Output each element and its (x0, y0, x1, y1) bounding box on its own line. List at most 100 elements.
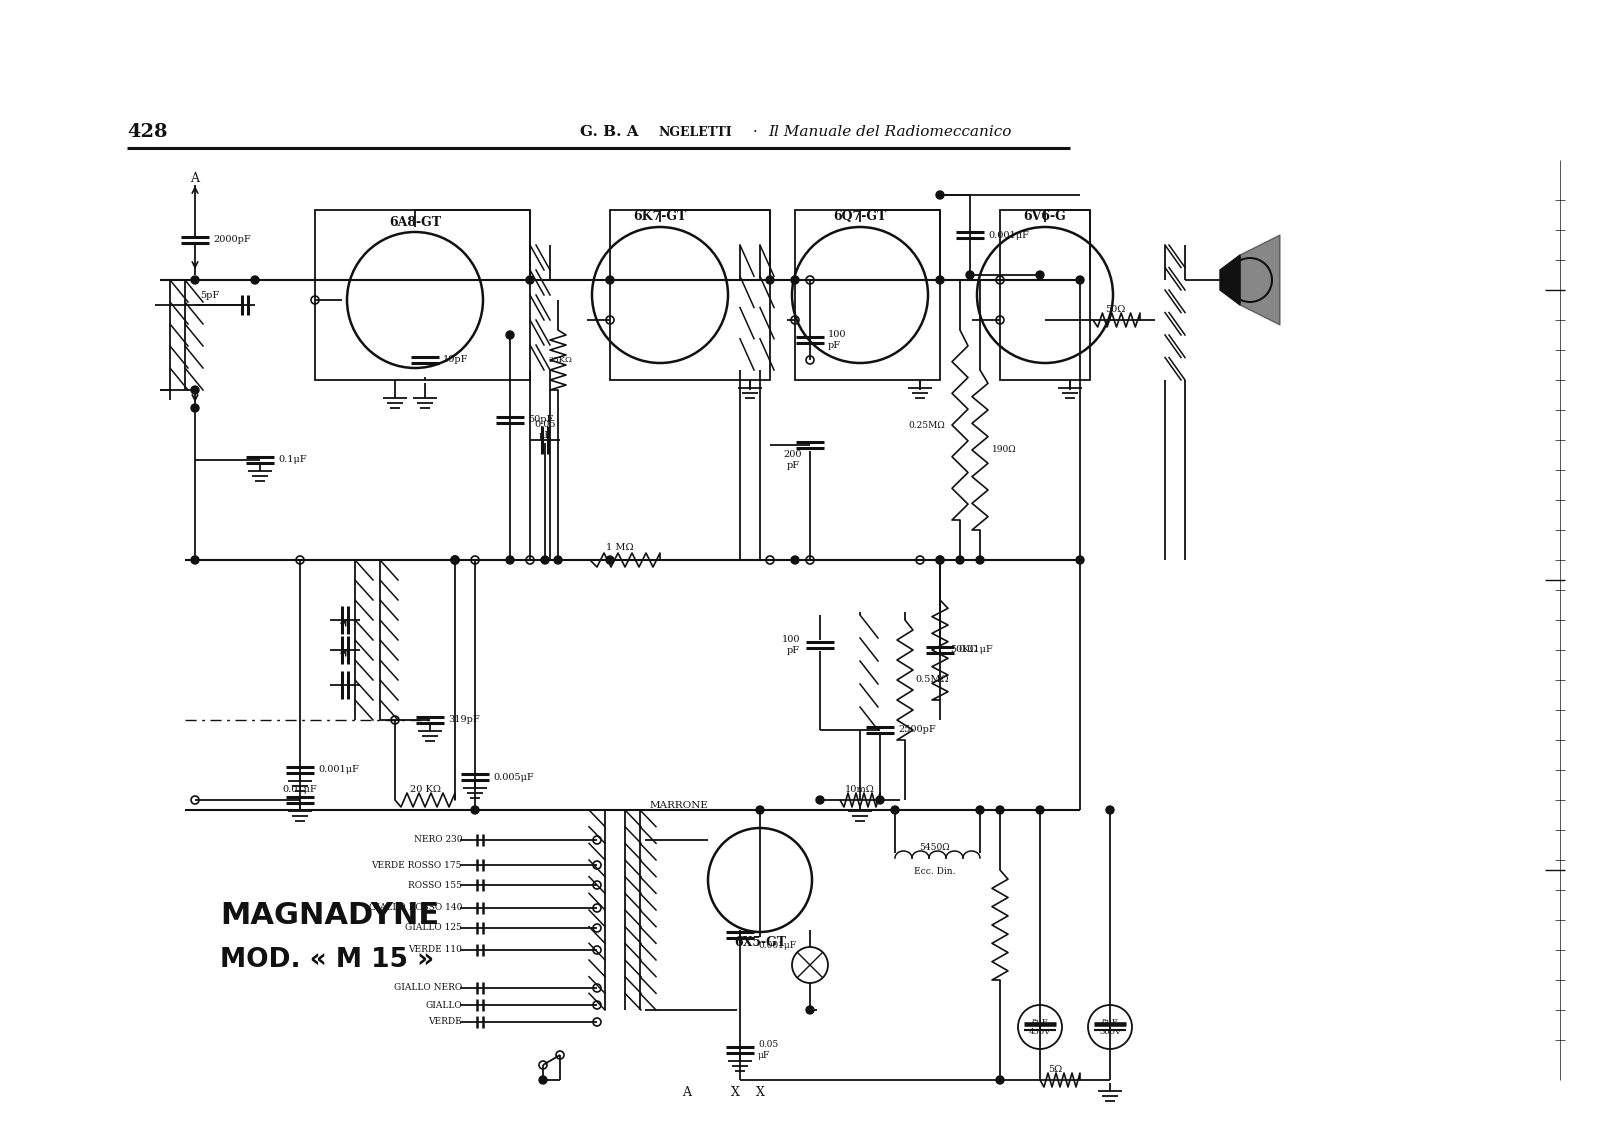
Text: X: X (755, 1086, 765, 1098)
Circle shape (966, 271, 974, 279)
Circle shape (606, 276, 614, 284)
Text: 2500pF: 2500pF (898, 725, 936, 734)
Text: 6Q7-GT: 6Q7-GT (834, 210, 886, 224)
Circle shape (790, 276, 798, 284)
Circle shape (936, 556, 944, 564)
Polygon shape (1221, 254, 1240, 305)
Text: X: X (731, 1086, 739, 1098)
Circle shape (506, 331, 514, 339)
Text: 0.001μF: 0.001μF (318, 766, 358, 775)
Circle shape (451, 556, 459, 564)
Circle shape (976, 556, 984, 564)
Text: 6V6-G: 6V6-G (1024, 210, 1066, 224)
Circle shape (190, 276, 198, 284)
Circle shape (190, 556, 198, 564)
Text: 10mΩ: 10mΩ (845, 786, 875, 794)
Text: VERDE 110: VERDE 110 (408, 946, 462, 955)
Bar (315, 210, 530, 380)
Text: 100
pF: 100 pF (781, 636, 800, 655)
Text: 200
pF: 200 pF (784, 450, 802, 469)
Text: 319pF: 319pF (448, 716, 480, 725)
Circle shape (976, 806, 984, 814)
Circle shape (539, 1076, 547, 1083)
Text: VERDE: VERDE (429, 1018, 462, 1027)
Text: A: A (190, 172, 200, 184)
Text: 0.01μF: 0.01μF (283, 786, 317, 794)
Text: MOD. « M 15 »: MOD. « M 15 » (221, 947, 434, 973)
Circle shape (957, 556, 963, 564)
Circle shape (526, 276, 534, 284)
Circle shape (936, 276, 944, 284)
Circle shape (506, 556, 514, 564)
Text: G. B. A: G. B. A (579, 126, 638, 139)
Text: 8μF
300V: 8μF 300V (1099, 1018, 1122, 1036)
Circle shape (1106, 806, 1114, 814)
Bar (610, 210, 770, 380)
Text: 190Ω: 190Ω (992, 446, 1016, 455)
Text: GIALLO: GIALLO (426, 1001, 462, 1010)
Circle shape (190, 386, 198, 394)
Text: ·: · (749, 126, 763, 139)
Text: NGELETTI: NGELETTI (658, 126, 731, 138)
Text: 50pF: 50pF (528, 415, 554, 424)
Text: 5Ω: 5Ω (1048, 1065, 1062, 1074)
Text: 8μF
450V: 8μF 450V (1029, 1018, 1051, 1036)
Circle shape (190, 404, 198, 412)
Text: Ecc. Din.: Ecc. Din. (914, 866, 955, 875)
Text: 25KΩ: 25KΩ (547, 356, 571, 364)
Circle shape (606, 556, 614, 564)
Text: 50KΩ: 50KΩ (950, 646, 978, 655)
Text: 2000pF: 2000pF (213, 235, 251, 244)
Text: 100
pF: 100 pF (829, 330, 846, 349)
Text: 0.25MΩ: 0.25MΩ (909, 421, 946, 430)
Text: 6K7-GT: 6K7-GT (634, 210, 686, 224)
Bar (1000, 210, 1090, 380)
Circle shape (766, 276, 774, 284)
Circle shape (877, 796, 883, 804)
Circle shape (554, 556, 562, 564)
Text: 0.005μF: 0.005μF (493, 772, 534, 782)
Circle shape (1037, 806, 1043, 814)
Text: GIALLO NERO: GIALLO NERO (394, 984, 462, 993)
Text: GIALLO ROSSO 140: GIALLO ROSSO 140 (368, 904, 462, 913)
Text: 6X5-GT: 6X5-GT (734, 935, 786, 949)
Text: GIALLO 125: GIALLO 125 (405, 924, 462, 932)
Text: 20 KΩ: 20 KΩ (410, 786, 440, 794)
Circle shape (995, 806, 1005, 814)
Text: Il Manuale del Radiomeccanico: Il Manuale del Radiomeccanico (768, 126, 1011, 139)
Text: 0.05
μF: 0.05 μF (534, 421, 555, 440)
Circle shape (541, 556, 549, 564)
Text: NERO 230: NERO 230 (413, 836, 462, 845)
Circle shape (251, 276, 259, 284)
Circle shape (936, 191, 944, 199)
Circle shape (757, 806, 765, 814)
Circle shape (470, 806, 478, 814)
Text: 0.1μF: 0.1μF (278, 456, 307, 465)
Polygon shape (1240, 235, 1280, 325)
Text: 1 MΩ: 1 MΩ (606, 544, 634, 553)
Circle shape (936, 556, 944, 564)
Text: VERDE ROSSO 175: VERDE ROSSO 175 (371, 861, 462, 870)
Text: 0.05
μF: 0.05 μF (758, 1041, 778, 1060)
Bar (795, 210, 941, 380)
Text: A: A (683, 1086, 691, 1098)
Circle shape (816, 796, 824, 804)
Text: 5pF: 5pF (200, 291, 219, 300)
Text: 0.001μF: 0.001μF (758, 941, 797, 950)
Circle shape (1037, 271, 1043, 279)
Text: 10pF: 10pF (443, 355, 469, 364)
Circle shape (891, 806, 899, 814)
Text: MAGNADYNE: MAGNADYNE (221, 900, 438, 930)
Circle shape (1075, 276, 1085, 284)
Circle shape (1075, 556, 1085, 564)
Text: 5450Ω: 5450Ω (920, 843, 950, 852)
Circle shape (790, 556, 798, 564)
Text: MARRONE: MARRONE (650, 801, 709, 810)
Text: 6A8-GT: 6A8-GT (389, 216, 442, 228)
Circle shape (806, 1005, 814, 1015)
Text: 0.5MΩ: 0.5MΩ (915, 675, 949, 684)
Text: 0.01μF: 0.01μF (958, 646, 992, 655)
Text: ROSSO 155: ROSSO 155 (408, 881, 462, 889)
Text: 50Ω: 50Ω (1106, 305, 1125, 314)
Text: 428: 428 (126, 123, 168, 141)
